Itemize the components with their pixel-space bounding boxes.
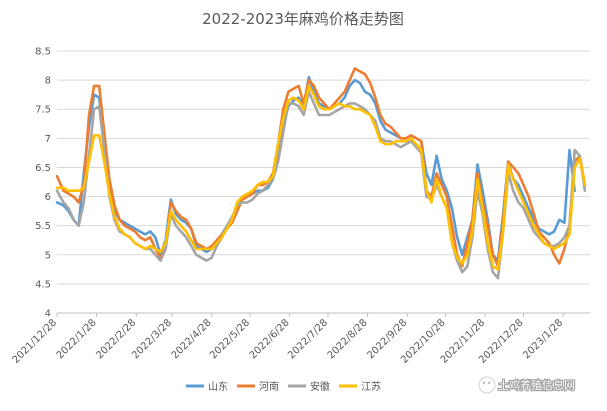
legend-label-江苏: 江苏: [361, 380, 381, 393]
y-tick-label: 4: [45, 309, 51, 320]
y-tick-label: 5.5: [35, 221, 51, 232]
wechat-eye-left: [482, 381, 486, 385]
legend-label-山东: 山东: [208, 380, 228, 393]
plot-area: [55, 67, 587, 280]
watermark: 土鸡养殖信息网: [478, 376, 576, 394]
x-tick-label: 2022/8/28: [326, 317, 370, 361]
y-tick-label: 7.5: [35, 105, 51, 116]
wechat-icon: [478, 376, 496, 394]
x-tick-label: 2022/1/28: [55, 317, 99, 361]
watermark-text: 土鸡养殖信息网: [498, 378, 575, 392]
x-tick-label: 2022/5/28: [208, 317, 252, 361]
legend-label-河南: 河南: [259, 380, 279, 393]
x-tick-label: 2022/7/28: [286, 317, 330, 361]
y-tick-label: 6.5: [35, 163, 51, 174]
y-tick-label: 5: [45, 250, 51, 261]
legend-label-安徽: 安徽: [310, 380, 330, 393]
x-tick-label: 2023/1/28: [521, 317, 565, 361]
gridlines: [57, 50, 590, 314]
x-tick-label: 2022/4/28: [170, 317, 214, 361]
x-tick-label: 2022/6/28: [248, 317, 292, 361]
y-tick-label: 7: [45, 134, 51, 145]
series-line-河南: [55, 67, 587, 268]
chart-title: 2022-2023年麻鸡价格走势图: [202, 10, 404, 28]
y-tick-label: 8.5: [35, 47, 51, 58]
legend: 山东 河南 安徽 江苏: [186, 380, 381, 393]
series-line-江苏: [55, 84, 587, 271]
x-tick-label: 2021/12/28: [11, 317, 60, 366]
y-tick-label: 8: [45, 76, 51, 87]
y-tick-label: 4.5: [35, 279, 51, 290]
wechat-eye-right: [487, 381, 491, 385]
y-tick-label: 6: [45, 192, 51, 203]
